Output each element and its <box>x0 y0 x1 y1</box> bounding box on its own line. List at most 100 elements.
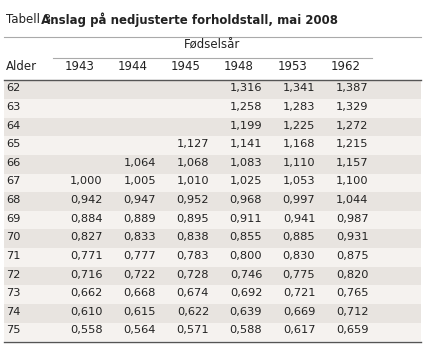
Text: 0,746: 0,746 <box>230 270 262 280</box>
Bar <box>4 81 421 99</box>
Bar <box>4 211 421 229</box>
Text: 0,662: 0,662 <box>71 288 103 298</box>
Text: 68: 68 <box>6 195 21 205</box>
Text: 1,283: 1,283 <box>283 102 315 112</box>
Text: 64: 64 <box>6 121 21 131</box>
Text: 62: 62 <box>6 83 21 93</box>
Text: 0,987: 0,987 <box>336 214 368 224</box>
Text: 0,941: 0,941 <box>283 214 315 224</box>
Text: 0,777: 0,777 <box>123 251 156 261</box>
Bar <box>4 323 421 341</box>
Text: 67: 67 <box>6 176 21 187</box>
Text: 0,833: 0,833 <box>123 232 156 242</box>
Text: 0,674: 0,674 <box>177 288 209 298</box>
Text: 73: 73 <box>6 288 21 298</box>
Text: 1945: 1945 <box>171 60 201 73</box>
Text: 0,855: 0,855 <box>230 232 262 242</box>
Bar <box>4 285 421 304</box>
Text: Alder: Alder <box>6 60 37 73</box>
Text: 0,997: 0,997 <box>283 195 315 205</box>
Text: 75: 75 <box>6 325 21 335</box>
Text: 74: 74 <box>6 307 21 317</box>
Text: 1,127: 1,127 <box>177 139 209 149</box>
Text: 1,199: 1,199 <box>230 121 262 131</box>
Bar <box>4 229 421 248</box>
Bar <box>4 248 421 267</box>
Text: 63: 63 <box>6 102 21 112</box>
Text: 66: 66 <box>6 158 21 168</box>
Text: Fødselsår: Fødselsår <box>184 39 241 52</box>
Text: 0,722: 0,722 <box>124 270 156 280</box>
Text: 1,157: 1,157 <box>336 158 368 168</box>
Text: 0,712: 0,712 <box>336 307 368 317</box>
Text: 1,341: 1,341 <box>283 83 315 93</box>
Text: 0,659: 0,659 <box>336 325 368 335</box>
Text: 0,942: 0,942 <box>71 195 103 205</box>
Text: 1,110: 1,110 <box>283 158 315 168</box>
Text: Anslag på nedjusterte forholdstall, mai 2008: Anslag på nedjusterte forholdstall, mai … <box>37 13 338 27</box>
Text: 1,064: 1,064 <box>124 158 156 168</box>
Text: 0,617: 0,617 <box>283 325 315 335</box>
Text: 0,884: 0,884 <box>71 214 103 224</box>
Text: 1,316: 1,316 <box>230 83 262 93</box>
Bar <box>4 174 421 192</box>
Text: 1,000: 1,000 <box>70 176 103 187</box>
Text: 1,005: 1,005 <box>123 176 156 187</box>
Text: 1,010: 1,010 <box>176 176 209 187</box>
Text: 71: 71 <box>6 251 21 261</box>
Bar <box>4 304 421 323</box>
Text: 1,083: 1,083 <box>230 158 262 168</box>
Text: 72: 72 <box>6 270 21 280</box>
Text: 0,716: 0,716 <box>71 270 103 280</box>
Text: 0,639: 0,639 <box>230 307 262 317</box>
Text: 1,272: 1,272 <box>336 121 368 131</box>
Text: 1,100: 1,100 <box>336 176 368 187</box>
Text: 1,329: 1,329 <box>336 102 368 112</box>
Text: 0,771: 0,771 <box>70 251 103 261</box>
Text: 0,728: 0,728 <box>177 270 209 280</box>
Text: 0,564: 0,564 <box>124 325 156 335</box>
Text: 0,765: 0,765 <box>336 288 368 298</box>
Text: 1,225: 1,225 <box>283 121 315 131</box>
Text: 0,558: 0,558 <box>70 325 103 335</box>
Text: 0,775: 0,775 <box>283 270 315 280</box>
Text: 0,610: 0,610 <box>71 307 103 317</box>
Text: 1,053: 1,053 <box>283 176 315 187</box>
Text: 0,669: 0,669 <box>283 307 315 317</box>
Text: 1,387: 1,387 <box>336 83 368 93</box>
Text: 0,830: 0,830 <box>283 251 315 261</box>
Text: 0,820: 0,820 <box>336 270 368 280</box>
Text: 1,168: 1,168 <box>283 139 315 149</box>
Text: 1953: 1953 <box>277 60 307 73</box>
Text: 1,141: 1,141 <box>230 139 262 149</box>
Text: 0,931: 0,931 <box>336 232 368 242</box>
Text: 1943: 1943 <box>65 60 95 73</box>
Text: 1,215: 1,215 <box>336 139 368 149</box>
Text: 0,692: 0,692 <box>230 288 262 298</box>
Text: 0,911: 0,911 <box>230 214 262 224</box>
Text: 0,968: 0,968 <box>230 195 262 205</box>
Text: 0,783: 0,783 <box>176 251 209 261</box>
Text: 69: 69 <box>6 214 21 224</box>
Text: 0,885: 0,885 <box>283 232 315 242</box>
Text: 0,588: 0,588 <box>230 325 262 335</box>
Text: 0,875: 0,875 <box>336 251 368 261</box>
Text: 0,952: 0,952 <box>177 195 209 205</box>
Text: 1,044: 1,044 <box>336 195 368 205</box>
Text: 1,025: 1,025 <box>230 176 262 187</box>
Text: 0,889: 0,889 <box>123 214 156 224</box>
Text: 0,838: 0,838 <box>176 232 209 242</box>
Bar <box>4 118 421 136</box>
Text: 0,622: 0,622 <box>177 307 209 317</box>
Text: 0,895: 0,895 <box>176 214 209 224</box>
Text: 0,947: 0,947 <box>124 195 156 205</box>
Bar <box>4 99 421 118</box>
Text: 1,258: 1,258 <box>230 102 262 112</box>
Text: 0,800: 0,800 <box>230 251 262 261</box>
Bar <box>4 155 421 174</box>
Bar <box>4 267 421 285</box>
Text: 0,615: 0,615 <box>124 307 156 317</box>
Text: 1948: 1948 <box>224 60 254 73</box>
Text: 0,668: 0,668 <box>124 288 156 298</box>
Text: Tabell 3.: Tabell 3. <box>6 13 55 25</box>
